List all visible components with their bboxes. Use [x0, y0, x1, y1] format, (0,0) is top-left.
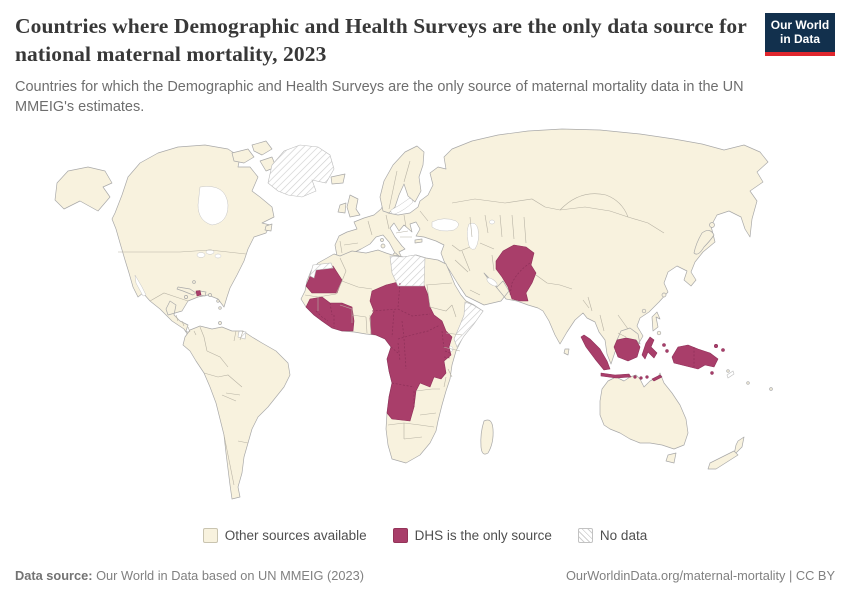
island-antilles [218, 306, 222, 310]
island-hainan [641, 308, 647, 314]
island-indonesia-small [645, 375, 649, 379]
legend-swatch-dhs [392, 528, 408, 543]
country-iceland[interactable] [330, 173, 346, 185]
country-new-caledonia[interactable] [726, 370, 735, 379]
legend-swatch-nodata [577, 528, 593, 543]
no-data-layer [237, 144, 735, 379]
island-newfoundland [264, 223, 273, 232]
country-haiti[interactable] [195, 290, 202, 297]
country-puerto-rico[interactable] [208, 293, 212, 297]
legend-label-other: Other sources available [224, 528, 367, 543]
island-crete [414, 238, 423, 244]
island-fiji [769, 387, 773, 391]
island-vanuatu [746, 381, 750, 385]
country-new-zealand-south[interactable] [707, 450, 739, 470]
dhs-border-layer [315, 262, 695, 407]
country-taiwan[interactable] [661, 292, 667, 298]
country-indonesia-sumatra[interactable] [580, 334, 611, 371]
country-madagascar[interactable] [480, 419, 494, 455]
island-solomon [726, 369, 730, 373]
island-antilles [216, 299, 220, 303]
island-indonesia-small [633, 375, 637, 379]
island-indonesia-small [639, 376, 643, 380]
country-ireland[interactable] [337, 202, 347, 214]
region-afghanistan-pakistan[interactable] [495, 244, 537, 302]
hudson-bay [197, 186, 229, 226]
island-bahamas [192, 280, 196, 284]
great-lakes [196, 252, 206, 258]
owid-logo[interactable]: Our World in Data [765, 13, 835, 56]
country-indonesia-kalimantan[interactable] [613, 337, 641, 362]
country-philippines-south [656, 330, 662, 336]
island-indonesia-small [662, 343, 666, 347]
landmass-south-america[interactable] [182, 325, 291, 500]
island-png-bougainville [721, 348, 725, 352]
country-cuba[interactable] [176, 286, 197, 296]
region-new-guinea[interactable] [671, 344, 719, 370]
landmass-scandinavia[interactable] [379, 145, 425, 214]
legend-label-dhs: DHS is the only source [414, 528, 552, 543]
persian-gulf [486, 277, 498, 287]
country-somalia[interactable] [453, 301, 484, 348]
country-indonesia-java[interactable] [600, 372, 632, 379]
gulf-of-california [134, 274, 147, 297]
owid-logo-line2: in Data [779, 31, 820, 46]
island-png-small [710, 371, 714, 375]
country-philippines[interactable] [651, 311, 661, 332]
world-map [0, 125, 850, 515]
country-french-guiana[interactable] [237, 330, 247, 340]
landmass-eurasia[interactable] [334, 128, 769, 365]
dhs-only-layer [195, 244, 725, 422]
country-indonesia-sulawesi[interactable] [641, 336, 658, 360]
data-source-label: Data source: [15, 568, 93, 583]
country-united-kingdom[interactable] [346, 194, 361, 218]
legend-item-dhs[interactable]: DHS is the only source [392, 528, 552, 543]
island-png-new-britain [713, 344, 718, 349]
landmass-layer [54, 128, 773, 500]
country-western-sahara[interactable] [309, 262, 334, 279]
legend-swatch-other [202, 528, 218, 543]
chart-header: Countries where Demographic and Health S… [15, 12, 760, 117]
baltic-sea [390, 198, 414, 215]
chart-footer: Data source: Our World in Data based on … [15, 568, 835, 583]
legend-label-nodata: No data [599, 528, 648, 543]
aral-sea [489, 219, 495, 225]
island-tasmania [665, 452, 677, 464]
page-title: Countries where Demographic and Health S… [15, 14, 747, 67]
landmass-north-america[interactable] [111, 144, 275, 340]
owid-credit-link[interactable]: OurWorldinData.org/maternal-mortality | … [565, 568, 835, 583]
country-new-zealand-north[interactable] [733, 436, 745, 456]
world-map-svg [54, 128, 773, 500]
island-indonesia-small [665, 349, 669, 353]
country-timor[interactable] [651, 374, 663, 382]
country-jamaica[interactable] [184, 295, 188, 299]
country-united-states-alaska[interactable] [54, 166, 113, 212]
great-lakes [214, 253, 222, 259]
data-source-note: Data source: Our World in Data based on … [15, 568, 364, 583]
data-source-value: Our World in Data based on UN MMEIG (202… [92, 568, 364, 583]
chart-subtitle: Countries for which the Demographic and … [15, 78, 744, 116]
country-japan[interactable] [693, 230, 715, 255]
legend-item-other[interactable]: Other sources available [202, 528, 367, 543]
island-corsica [380, 238, 384, 242]
landmass-arctic-islands [251, 140, 273, 156]
landmass-arctic-islands [231, 148, 255, 164]
country-sri-lanka[interactable] [563, 348, 570, 356]
black-sea [431, 218, 459, 232]
country-greenland[interactable] [267, 144, 335, 198]
island-trinidad [218, 321, 222, 325]
owid-logo-line1: Our World [770, 17, 830, 32]
island-sardinia [380, 243, 386, 249]
country-australia[interactable] [599, 372, 689, 450]
map-legend: Other sources available DHS is the only … [0, 528, 850, 543]
caspian-sea [466, 222, 479, 250]
country-japan-hokkaido [709, 222, 715, 228]
country-libya[interactable] [389, 254, 426, 287]
legend-item-nodata[interactable]: No data [577, 528, 648, 543]
border-layer [118, 160, 665, 486]
